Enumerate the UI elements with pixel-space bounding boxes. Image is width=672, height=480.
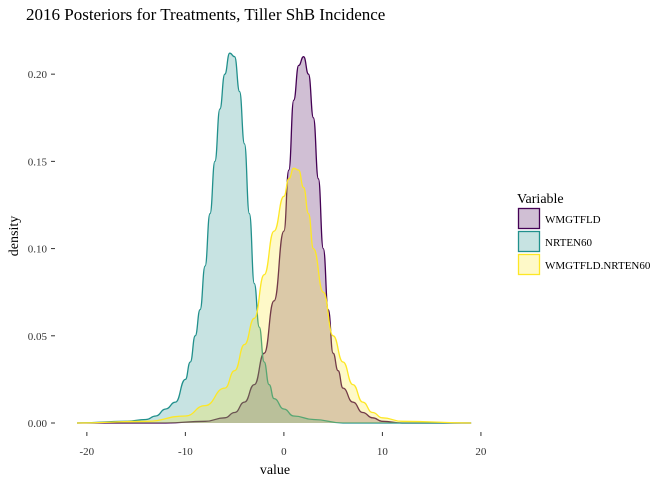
density-area-wmgtfld <box>77 56 472 423</box>
density-area-wmgtfld-nrten60 <box>77 168 472 423</box>
legend-label-wmgtfld-nrten60: WMGTFLD.NRTEN60 <box>545 260 651 272</box>
chart-title: 2016 Posteriors for Treatments, Tiller S… <box>26 5 385 24</box>
x-tick-label: 20 <box>475 446 487 458</box>
legend-key-nrten60 <box>517 230 541 253</box>
plot-area <box>76 52 472 424</box>
legend-label-nrten60: NRTEN60 <box>545 237 593 249</box>
y-tick-label: 0.05 <box>28 331 48 343</box>
x-axis-title: value <box>260 463 290 478</box>
x-tick-label: -10 <box>178 446 193 458</box>
y-tick-label: 0.20 <box>28 69 48 81</box>
x-axis: -20 -10 0 10 20 <box>80 432 487 458</box>
legend: Variable WMGTFLD NRTEN60 WMGTFLD.NRTEN60 <box>517 192 651 276</box>
y-axis-title: density <box>7 216 22 256</box>
x-tick-label: 0 <box>281 446 287 458</box>
y-tick-label: 0.15 <box>28 156 48 168</box>
y-tick-label: 0.00 <box>28 418 48 430</box>
legend-key-wmgtfld-nrten60 <box>517 253 541 276</box>
x-tick-label: -20 <box>80 446 95 458</box>
density-line-wmgtfld-nrten60 <box>76 167 472 424</box>
legend-key-wmgtfld <box>517 207 541 230</box>
legend-title: Variable <box>517 192 564 207</box>
density-line-wmgtfld <box>77 56 472 424</box>
density-line-nrten60 <box>76 52 472 424</box>
y-tick-label: 0.10 <box>28 244 48 256</box>
x-tick-label: 10 <box>377 446 389 458</box>
y-axis: 0.00 0.05 0.10 0.15 0.20 <box>28 69 55 430</box>
legend-label-wmgtfld: WMGTFLD <box>545 214 601 226</box>
